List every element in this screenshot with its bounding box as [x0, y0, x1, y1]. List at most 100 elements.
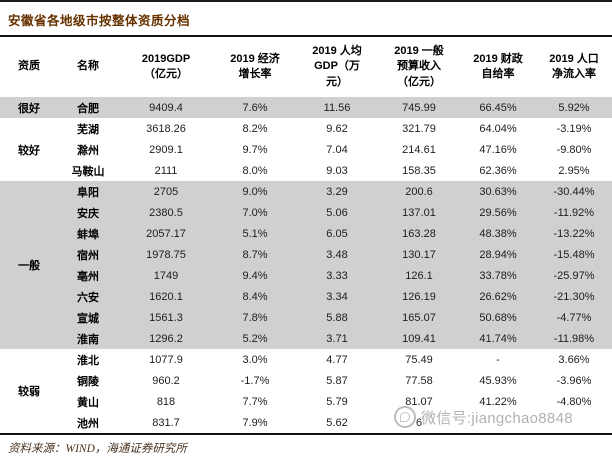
cell-revenue: 81.07 — [405, 395, 433, 408]
city-name: 池州 — [77, 417, 99, 430]
column-header-tier: 资质 — [0, 37, 58, 97]
cell-revenue: 165.07 — [378, 307, 460, 328]
cell-revenue: 109.41 — [378, 328, 460, 349]
cell-gdp: 960.2 — [152, 374, 180, 387]
tier-label: 很好 — [0, 97, 58, 118]
city-name: 合肥 — [58, 97, 118, 118]
cell-inflow: -13.22% — [536, 223, 612, 244]
cell-fiscal: 29.56% — [460, 202, 536, 223]
cell-growth: 8.2% — [242, 122, 268, 135]
cell-growth: 9.7% — [242, 143, 268, 156]
column-header-population-inflow: 2019 人口 净流入率 — [536, 37, 612, 97]
city-name: 黄山 — [77, 396, 99, 409]
cell-revenue: 321.79 — [402, 122, 436, 135]
cell-growth: 3.0% — [242, 353, 268, 366]
cell-fiscal: 26.62% — [460, 286, 536, 307]
cell-fiscal: 66.45% — [460, 97, 536, 118]
cell-growth: 5.1% — [214, 223, 296, 244]
cell-revenue: 158.35 — [402, 164, 436, 177]
header-row: 资质 名称 2019GDP （亿元） 2019 经济 增长率 2019 人均 G… — [0, 37, 612, 97]
cell-fiscal: 33.78% — [460, 265, 536, 286]
table-row: 宿州 1978.75 8.7% 3.48 130.17 28.94% -15.48% — [0, 244, 612, 265]
cell-revenue: 77.58 — [405, 374, 433, 387]
cell-gdp: 3618.26 — [146, 122, 186, 135]
city-name: 马鞍山 — [71, 165, 105, 178]
column-header-fiscal-self-rate: 2019 财政 自给率 — [460, 37, 536, 97]
cell-revenue: 745.99 — [378, 97, 460, 118]
cell-growth: 7.9% — [242, 416, 268, 429]
cell-inflow: -4.80% — [556, 395, 592, 408]
cell-inflow: 3.66% — [558, 353, 590, 366]
tier-label: 较好 — [18, 144, 40, 157]
table-row: 较弱 淮北 1077.9 3.0% 4.77 75.49 - 3.66% — [0, 349, 612, 399]
cell-growth: -1.7% — [240, 374, 270, 387]
cell-per_capita: 9.03 — [326, 164, 348, 177]
tier-label: 一般 — [0, 181, 58, 349]
top-rule — [0, 0, 612, 2]
cell-inflow: -4.77% — [536, 307, 612, 328]
city-name: 阜阳 — [58, 181, 118, 202]
city-name: 亳州 — [58, 265, 118, 286]
cell-inflow: -11.92% — [536, 202, 612, 223]
cell-per_capita: 3.29 — [296, 181, 378, 202]
cell-fiscal: 50.68% — [460, 307, 536, 328]
cell-growth: 5.2% — [214, 328, 296, 349]
cell-gdp: 1296.2 — [118, 328, 214, 349]
cell-gdp: 9409.4 — [118, 97, 214, 118]
cell-inflow — [536, 412, 612, 434]
cell-revenue: 163.28 — [378, 223, 460, 244]
cell-per_capita: 5.62 — [326, 416, 348, 429]
cell-fiscal: 64.04% — [479, 122, 517, 135]
cell-per_capita: 3.33 — [296, 265, 378, 286]
cell-fiscal: 41.74% — [460, 328, 536, 349]
table-row: 淮南 1296.2 5.2% 3.71 109.41 41.74% -11.98% — [0, 328, 612, 349]
table-row: 滁州 2909.1 9.7% 7.04 214.61 47.16% -9.80% — [0, 139, 612, 160]
city-name: 宿州 — [58, 244, 118, 265]
cell-gdp: 1620.1 — [118, 286, 214, 307]
cell-fiscal: 47.16% — [479, 143, 517, 156]
cell-growth: 9.4% — [214, 265, 296, 286]
city-name: 宣城 — [58, 307, 118, 328]
cell-gdp: 1561.3 — [118, 307, 214, 328]
cell-gdp: 2380.5 — [118, 202, 214, 223]
table-row: 亳州 1749 9.4% 3.33 126.1 33.78% -25.97% — [0, 265, 612, 286]
cell-fiscal — [460, 412, 536, 434]
cell-revenue: 214.61 — [402, 143, 436, 156]
table-row: 黄山 818 7.7% 5.79 81.07 41.22% -4.80% — [0, 391, 612, 412]
city-name: 安庆 — [58, 202, 118, 223]
cell-gdp: 831.7 — [152, 416, 180, 429]
cell-growth: 8.4% — [214, 286, 296, 307]
cell-inflow: -9.80% — [556, 143, 592, 156]
cell-gdp: 2909.1 — [149, 143, 183, 156]
column-header-name: 名称 — [58, 37, 118, 97]
city-name: 淮南 — [58, 328, 118, 349]
cell-per_capita: 9.62 — [326, 122, 348, 135]
cell-per_capita: 6.05 — [296, 223, 378, 244]
table-row: 六安 1620.1 8.4% 3.34 126.19 26.62% -21.30% — [0, 286, 612, 307]
cell-gdp: 1978.75 — [118, 244, 214, 265]
cell-inflow: -3.96% — [556, 374, 592, 387]
table-row: 一般 阜阳 2705 9.0% 3.29 200.6 30.63% -30.44% — [0, 181, 612, 349]
cell-growth: 7.6% — [214, 97, 296, 118]
cell-inflow: -3.19% — [556, 122, 592, 135]
cell-inflow: 5.92% — [536, 97, 612, 118]
cell-revenue: 126.19 — [378, 286, 460, 307]
table-row: 铜陵 960.2 -1.7% 5.87 77.58 45.93% -3.96% — [0, 370, 612, 391]
cell-revenue: 126.1 — [378, 265, 460, 286]
city-name: 铜陵 — [77, 375, 99, 388]
cell-per_capita: 3.34 — [296, 286, 378, 307]
cell-fiscal: 28.94% — [460, 244, 536, 265]
cell-per_capita: 5.88 — [296, 307, 378, 328]
cell-per_capita: 5.79 — [326, 395, 348, 408]
cell-per_capita: 3.48 — [296, 244, 378, 265]
cell-revenue: 6 — [415, 416, 423, 429]
city-quality-table: 资质 名称 2019GDP （亿元） 2019 经济 增长率 2019 人均 G… — [0, 37, 612, 435]
cell-inflow: -15.48% — [536, 244, 612, 265]
cell-revenue: 130.17 — [378, 244, 460, 265]
cell-per_capita: 4.77 — [326, 353, 348, 366]
cell-fiscal: 30.63% — [460, 181, 536, 202]
city-name: 六安 — [58, 286, 118, 307]
city-name: 淮北 — [77, 354, 99, 367]
table-row: 安庆 2380.5 7.0% 5.06 137.01 29.56% -11.92% — [0, 202, 612, 223]
